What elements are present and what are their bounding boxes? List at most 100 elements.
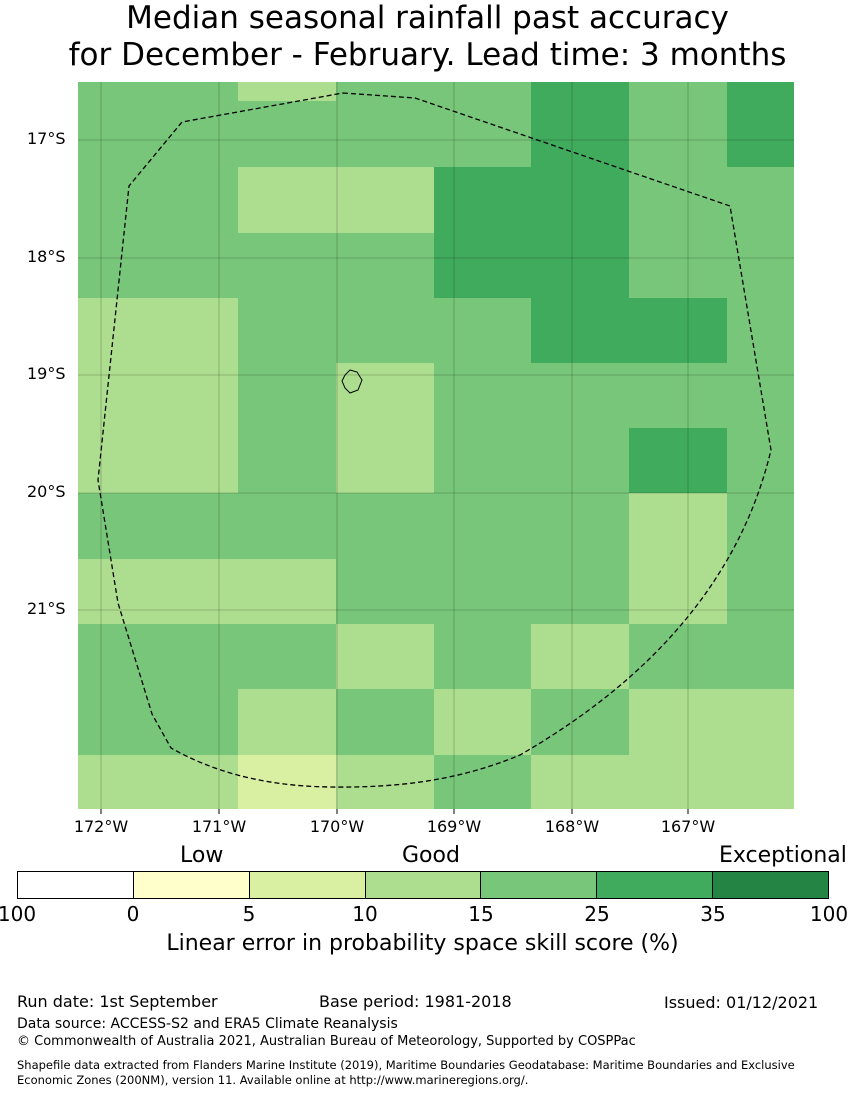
- lat-label: 21°S: [27, 599, 66, 618]
- skill-cell: [531, 363, 629, 428]
- issued-date: Issued: 01/12/2021: [664, 993, 819, 1012]
- colorbar-tick: 5: [242, 902, 256, 926]
- skill-cell: [336, 559, 434, 624]
- skill-cell: [727, 82, 794, 101]
- skill-cell: [140, 363, 238, 428]
- skill-cell: [238, 428, 336, 493]
- skill-cell: [78, 363, 140, 428]
- skill-cell: [531, 428, 629, 493]
- skill-cell: [238, 101, 336, 167]
- skill-cell: [531, 167, 629, 233]
- skill-cell: [78, 493, 140, 559]
- colorbar-segment: [133, 872, 250, 898]
- map-panel: [78, 82, 794, 814]
- lon-label: 171°W: [191, 817, 247, 836]
- map-ticks: [100, 809, 689, 814]
- skill-cell: [140, 101, 238, 167]
- skill-cell: [140, 298, 238, 363]
- skill-cell: [336, 298, 434, 363]
- colorbar-segment: [249, 872, 366, 898]
- base-period: Base period: 1981-2018: [319, 992, 512, 1011]
- lon-label: 170°W: [309, 817, 365, 836]
- skill-cell: [238, 82, 336, 101]
- colorbar-tick: 25: [584, 902, 610, 926]
- skill-cell: [434, 167, 531, 233]
- skill-cell: [531, 624, 629, 689]
- skill-cell: [434, 363, 531, 428]
- skill-cell: [434, 624, 531, 689]
- skill-cell: [140, 689, 238, 755]
- skill-cell: [727, 689, 794, 755]
- lat-label: 17°S: [27, 129, 66, 148]
- skill-cell: [629, 689, 727, 755]
- skill-cell: [140, 167, 238, 233]
- skill-cell: [78, 167, 140, 233]
- title-line-2: for December - February. Lead time: 3 mo…: [68, 37, 787, 73]
- skill-cell: [629, 428, 727, 493]
- skill-cell: [531, 233, 629, 298]
- skill-cell: [336, 428, 434, 493]
- skill-cell: [238, 363, 336, 428]
- skill-cell: [78, 82, 140, 101]
- skill-cell: [238, 689, 336, 755]
- skill-cell: [531, 493, 629, 559]
- skill-cell: [531, 689, 629, 755]
- skill-cell: [727, 624, 794, 689]
- skill-cell: [336, 689, 434, 755]
- skill-cell: [78, 298, 140, 363]
- skill-cell: [78, 559, 140, 624]
- lon-label: 169°W: [426, 817, 482, 836]
- skill-cell: [727, 559, 794, 624]
- skill-cell: [727, 493, 794, 559]
- skill-cell: [140, 755, 238, 809]
- title-line-1: Median seasonal rainfall past accuracy: [126, 0, 729, 36]
- colorbar-tick: 100: [0, 902, 37, 926]
- skill-cell: [434, 233, 531, 298]
- skill-cell: [434, 428, 531, 493]
- skill-cell: [238, 624, 336, 689]
- skill-cell: [78, 428, 140, 493]
- skill-cell: [629, 298, 727, 363]
- skill-cell: [238, 298, 336, 363]
- skill-cell: [336, 755, 434, 809]
- skill-cell: [238, 755, 336, 809]
- skill-cell: [727, 428, 794, 493]
- skill-cell: [727, 101, 794, 167]
- run-date: Run date: 1st September: [17, 992, 218, 1011]
- legend-category-low: Low: [180, 843, 224, 868]
- skill-cell: [629, 624, 727, 689]
- skill-cell: [336, 493, 434, 559]
- skill-cell: [434, 755, 531, 809]
- skill-cell: [629, 493, 727, 559]
- colorbar-segment: [365, 872, 482, 898]
- skill-cell: [140, 428, 238, 493]
- skill-cell: [727, 755, 794, 809]
- colorbar-segment: [18, 872, 134, 898]
- skill-cell: [336, 624, 434, 689]
- skill-cell: [140, 82, 238, 101]
- skill-cell: [336, 167, 434, 233]
- skill-cell: [140, 624, 238, 689]
- colorbar-tick: 35: [700, 902, 726, 926]
- skill-cell: [629, 755, 727, 809]
- skill-cell: [531, 298, 629, 363]
- skill-cell: [78, 755, 140, 809]
- graticule: [78, 82, 794, 809]
- colorbar-tick: 0: [126, 902, 140, 926]
- skill-cell: [78, 101, 140, 167]
- skill-cell: [727, 167, 794, 233]
- colorbar-label: Linear error in probability space skill …: [166, 931, 679, 956]
- skill-cell: [434, 298, 531, 363]
- skill-cell: [629, 82, 727, 101]
- skill-cell: [140, 493, 238, 559]
- skill-cell: [531, 755, 629, 809]
- skill-cell: [434, 82, 531, 101]
- data-source: Data source: ACCESS-S2 and ERA5 Climate …: [17, 1016, 398, 1032]
- skill-cell: [78, 233, 140, 298]
- skill-cell: [238, 559, 336, 624]
- skill-cell: [727, 298, 794, 363]
- shapefile-credit-line-2: Economic Zones (200NM), version 11. Avai…: [17, 1073, 529, 1087]
- skill-cell: [78, 624, 140, 689]
- skill-cell: [531, 559, 629, 624]
- legend-category-exceptional: Exceptional: [719, 843, 847, 868]
